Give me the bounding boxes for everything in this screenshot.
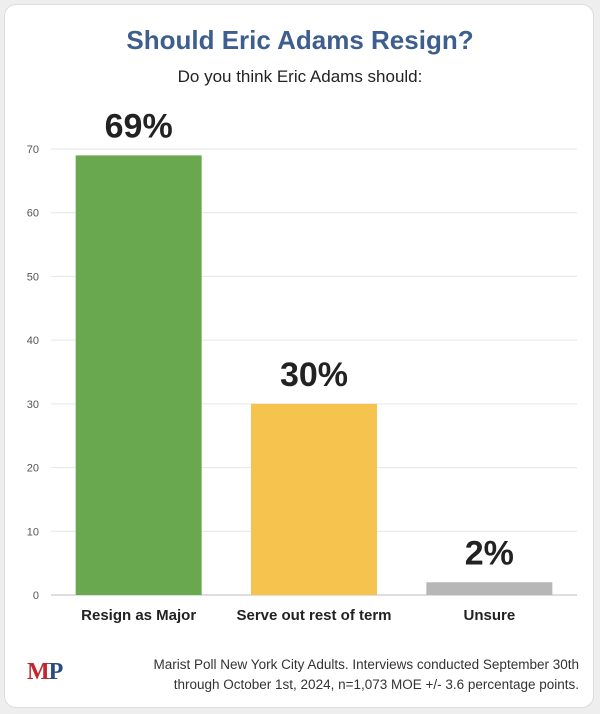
y-tick-label: 0 bbox=[33, 590, 39, 602]
marist-poll-logo: MP bbox=[27, 659, 64, 686]
chart-subtitle: Do you think Eric Adams should: bbox=[177, 67, 423, 86]
y-tick-label: 50 bbox=[27, 271, 39, 283]
data-label: 30% bbox=[280, 356, 348, 394]
data-labels: 69% 30% 2% bbox=[105, 107, 514, 572]
bar-2 bbox=[426, 582, 553, 595]
data-label: 69% bbox=[105, 107, 173, 145]
y-tick-label: 40 bbox=[27, 335, 39, 347]
methodology-note: Marist Poll New York City Adults. Interv… bbox=[109, 655, 579, 695]
category-label: Unsure bbox=[463, 607, 515, 624]
logo-letter-p: P bbox=[48, 659, 64, 685]
methodology-line-1: Marist Poll New York City Adults. Interv… bbox=[153, 657, 579, 672]
category-label: Resign as Major bbox=[81, 607, 196, 624]
chart-footer: MP Marist Poll New York City Adults. Int… bbox=[27, 655, 587, 703]
bar-0 bbox=[75, 155, 202, 595]
y-tick-label: 10 bbox=[27, 526, 39, 538]
bar-1 bbox=[251, 403, 377, 595]
y-tick-label: 20 bbox=[27, 463, 39, 475]
logo-letter-m: M bbox=[27, 659, 50, 685]
y-tick-label: 60 bbox=[27, 208, 39, 220]
category-label: Serve out rest of term bbox=[236, 607, 391, 624]
bar-chart: 0 10 20 30 40 50 60 70 69% 30% 2% Resign as Major… bbox=[27, 107, 577, 624]
x-axis-categories: Resign as Major Serve out rest of term Uns… bbox=[81, 607, 515, 624]
y-tick-label: 30 bbox=[27, 399, 39, 411]
bars bbox=[75, 155, 553, 595]
chart-title: Should Eric Adams Resign? bbox=[126, 25, 474, 55]
methodology-line-2: through October 1st, 2024, n=1,073 MOE +… bbox=[173, 677, 579, 692]
y-tick-label: 70 bbox=[27, 144, 39, 156]
y-axis-ticks: 0 10 20 30 40 50 60 70 bbox=[27, 144, 39, 602]
data-label: 2% bbox=[465, 534, 514, 572]
chart-card: Should Eric Adams Resign? Do you think E… bbox=[4, 4, 594, 708]
